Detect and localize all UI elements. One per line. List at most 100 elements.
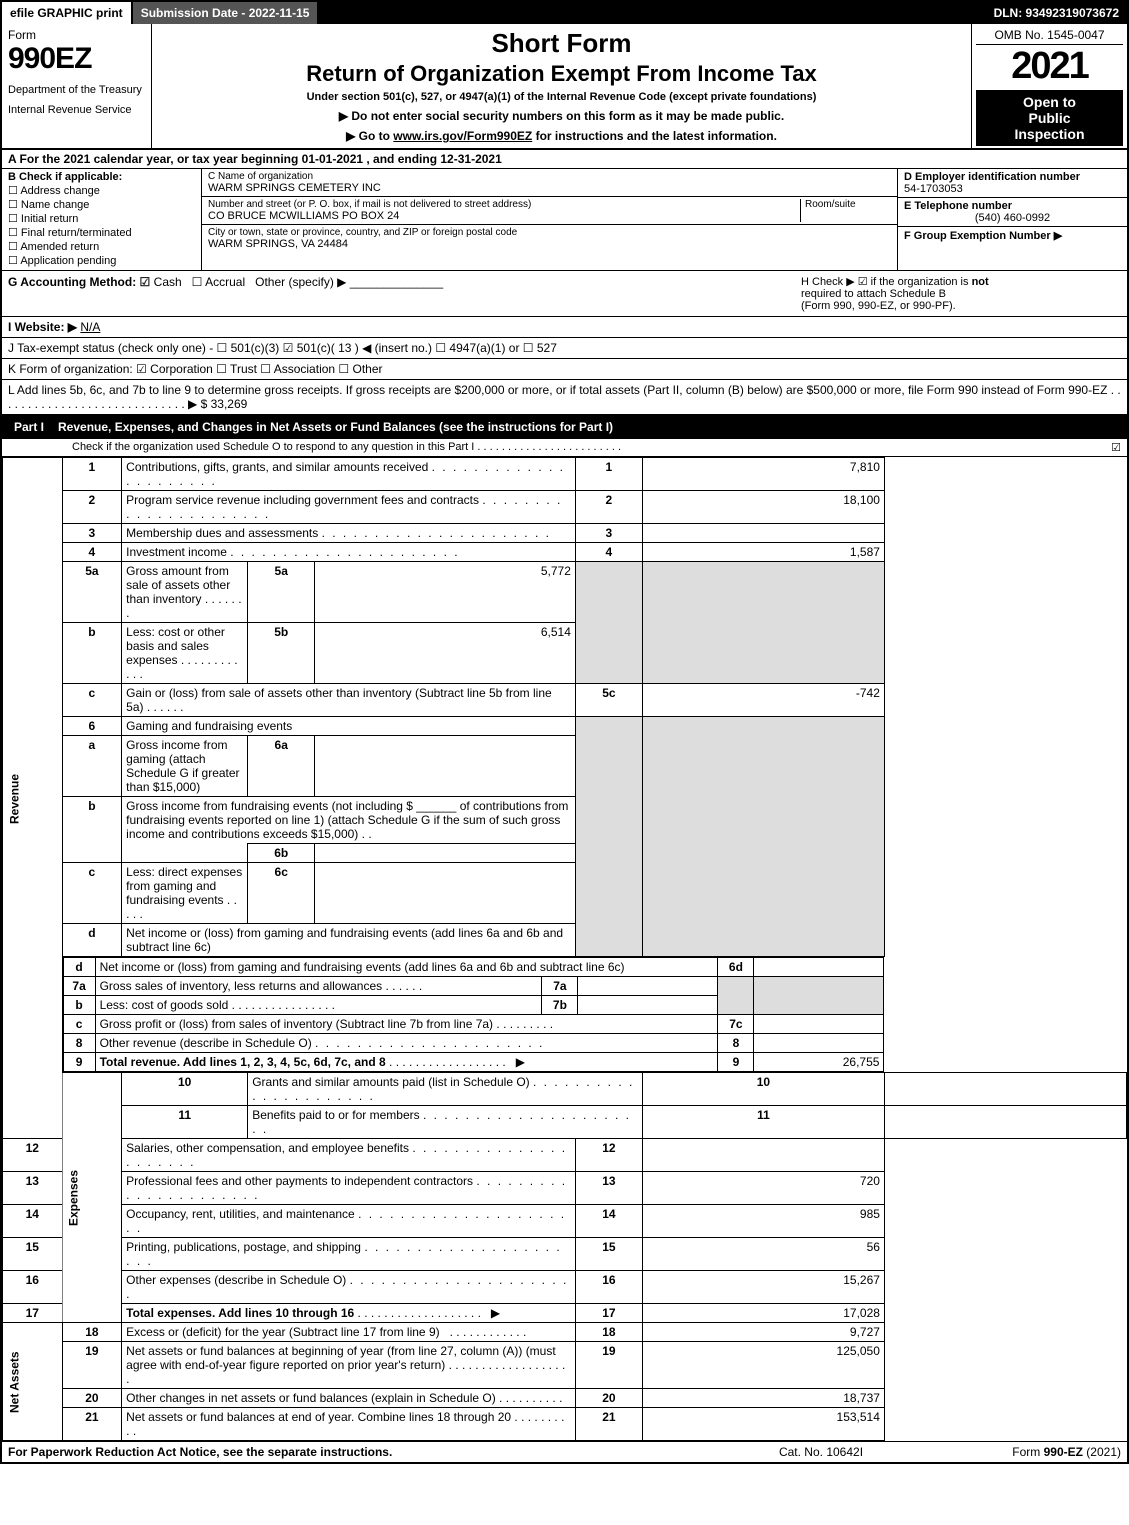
c-room-label: Room/suite	[805, 199, 891, 210]
irs-link[interactable]: www.irs.gov/Form990EZ	[393, 129, 532, 143]
line-6c-desc: Less: direct expenses from gaming and fu…	[122, 863, 248, 924]
line-12-desc: Salaries, other compensation, and employ…	[122, 1139, 576, 1172]
line-14-ref: 14	[575, 1205, 642, 1238]
line-6b-desc1: Gross income from fundraising events (no…	[122, 797, 576, 844]
line-4-num: 4	[62, 543, 122, 562]
line-3-desc: Membership dues and assessments	[122, 524, 576, 543]
line-7a-desc: Gross sales of inventory, less returns a…	[95, 977, 542, 996]
header-middle: Short Form Return of Organization Exempt…	[152, 24, 972, 148]
omb-number: OMB No. 1545-0047	[976, 26, 1123, 45]
line-5c-val: -742	[642, 684, 884, 717]
line-8-desc: Other revenue (describe in Schedule O)	[95, 1034, 718, 1053]
line-6-ref-grey	[575, 717, 642, 957]
line-7b-subval	[578, 996, 718, 1015]
opt-name: Name change	[21, 199, 90, 211]
line-5a-subval: 5,772	[315, 562, 576, 623]
top-bar: efile GRAPHIC print Submission Date - 20…	[2, 2, 1127, 24]
dln-number: DLN: 93492319073672	[986, 2, 1127, 24]
chk-initial-return[interactable]: ☐ Initial return	[8, 212, 195, 225]
line-1-ref: 1	[575, 458, 642, 491]
line-1-desc: Contributions, gifts, grants, and simila…	[122, 458, 576, 491]
line-18-val: 9,727	[642, 1323, 884, 1342]
line-13-desc: Professional fees and other payments to …	[122, 1172, 576, 1205]
under-section: Under section 501(c), 527, or 4947(a)(1)…	[158, 91, 965, 103]
line-7ab-ref-grey	[718, 977, 754, 1015]
line-4-ref: 4	[575, 543, 642, 562]
line-5ab-ref-grey	[575, 562, 642, 684]
line-7b-subref: 7b	[542, 996, 578, 1015]
return-title: Return of Organization Exempt From Incom…	[158, 61, 965, 87]
form-number: 990EZ	[8, 42, 145, 76]
line-11-ref: 11	[642, 1106, 884, 1139]
line-5ab-val-grey	[642, 562, 884, 684]
line-7a-subval	[578, 977, 718, 996]
line-7a-subref: 7a	[542, 977, 578, 996]
line-15-val: 56	[642, 1238, 884, 1271]
line-11-val	[884, 1106, 1126, 1139]
line-6c-num: c	[62, 863, 122, 924]
form-container: efile GRAPHIC print Submission Date - 20…	[0, 0, 1129, 1464]
open1: Open to	[978, 94, 1121, 110]
open3: Inspection	[978, 126, 1121, 142]
line-20-desc: Other changes in net assets or fund bala…	[122, 1389, 576, 1408]
f-group-exemption: F Group Exemption Number ▶	[898, 227, 1127, 244]
line-3-num: 3	[62, 524, 122, 543]
line-14-val: 985	[642, 1205, 884, 1238]
chk-cash[interactable]: ☑	[140, 275, 151, 289]
line-8-num: 8	[63, 1034, 95, 1053]
line-19-num: 19	[62, 1342, 122, 1389]
efile-print-button[interactable]: efile GRAPHIC print	[2, 2, 133, 24]
c-name-label: C Name of organization	[208, 171, 891, 182]
header-right: OMB No. 1545-0047 2021 Open to Public In…	[972, 24, 1127, 148]
line-14-desc: Occupancy, rent, utilities, and maintena…	[122, 1205, 576, 1238]
part-1-table: Revenue 1 Contributions, gifts, grants, …	[2, 457, 1127, 1441]
row-k-form-org: K Form of organization: ☑ Corporation ☐ …	[2, 359, 1127, 380]
side-revenue: Revenue	[3, 458, 63, 1139]
line-9-val: 26,755	[754, 1053, 884, 1072]
line-13-val: 720	[642, 1172, 884, 1205]
line-8-ref: 8	[718, 1034, 754, 1053]
chk-address-change[interactable]: ☐ Address change	[8, 184, 195, 197]
chk-amended[interactable]: ☐ Amended return	[8, 240, 195, 253]
chk-final-return[interactable]: ☐ Final return/terminated	[8, 226, 195, 239]
line-2-num: 2	[62, 491, 122, 524]
line-19-val: 125,050	[642, 1342, 884, 1389]
line-7c-desc: Gross profit or (loss) from sales of inv…	[95, 1015, 718, 1034]
chk-name-change[interactable]: ☐ Name change	[8, 198, 195, 211]
open-to-public: Open to Public Inspection	[976, 90, 1123, 146]
line-6b-desc-cont	[122, 844, 248, 863]
line-18-ref: 18	[575, 1323, 642, 1342]
line-9-num: 9	[63, 1053, 95, 1072]
line-17-val: 17,028	[642, 1304, 884, 1323]
line-6a-num: a	[62, 736, 122, 797]
line-6b-num: b	[62, 797, 122, 863]
part-1-chk[interactable]: ☑	[1111, 441, 1121, 454]
line-5b-desc: Less: cost or other basis and sales expe…	[122, 623, 248, 684]
line-5c-num: c	[62, 684, 122, 717]
instr2-a: ▶ Go to	[346, 129, 393, 143]
row-j-tax-status: J Tax-exempt status (check only one) - ☐…	[2, 338, 1127, 359]
side-expenses: Expenses	[62, 1073, 122, 1323]
line-18-desc: Excess or (deficit) for the year (Subtra…	[122, 1323, 576, 1342]
line-1-num: 1	[62, 458, 122, 491]
arrow-icon-2: ▶	[491, 1306, 500, 1320]
open2: Public	[978, 110, 1121, 126]
line-6d-ref: 6d	[718, 958, 754, 977]
g-accounting: G Accounting Method: ☑ Cash ☐ Accrual Ot…	[8, 275, 801, 312]
line-5b-subref: 5b	[248, 623, 315, 684]
line-21-val: 153,514	[642, 1408, 884, 1441]
line-13-ref: 13	[575, 1172, 642, 1205]
line-12-ref: 12	[575, 1139, 642, 1172]
goto-instructions: ▶ Go to www.irs.gov/Form990EZ for instru…	[158, 129, 965, 143]
chk-app-pending[interactable]: ☐ Application pending	[8, 254, 195, 267]
b-heading: B Check if applicable:	[8, 171, 122, 183]
g-cash: Cash	[154, 275, 182, 289]
h-text3: (Form 990, 990-EZ, or 990-PF).	[801, 300, 956, 312]
line-11-num: 11	[122, 1106, 248, 1139]
dept-treasury: Department of the Treasury	[8, 84, 145, 96]
line-6d-num: d	[62, 924, 122, 957]
c-name-row: C Name of organization WARM SPRINGS CEME…	[202, 169, 897, 197]
row-l-gross-receipts: L Add lines 5b, 6c, and 7b to line 9 to …	[2, 380, 1127, 415]
line-5b-num: b	[62, 623, 122, 684]
line-5a-subref: 5a	[248, 562, 315, 623]
